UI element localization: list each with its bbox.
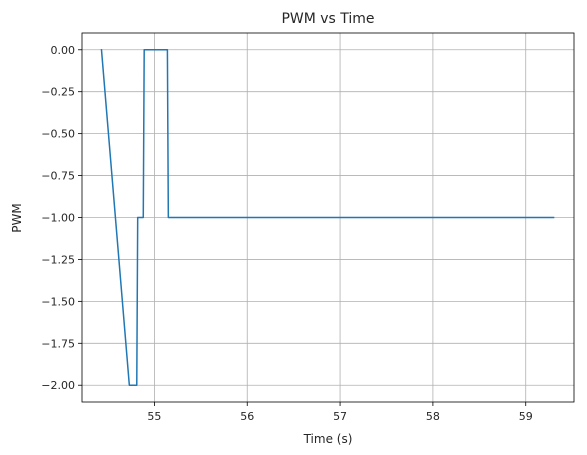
y-tick-label-0: 0.00	[51, 44, 76, 57]
plot-area: 55 56 57 58 59 0.00 −0.25 −0.50 −0.75 −1.00 −1.25…	[41, 32, 575, 423]
y-tick-label-7: −1.75	[41, 337, 75, 350]
x-tick-label-3: 58	[426, 410, 440, 423]
y-tick-label-3: −0.75	[41, 170, 75, 183]
x-axis-label: Time (s)	[303, 432, 353, 446]
x-ticks: 55 56 57 58 59	[147, 402, 533, 423]
x-tick-label-0: 55	[147, 410, 161, 423]
y-tick-label-4: −1.00	[41, 212, 75, 225]
x-tick-label-4: 59	[519, 410, 533, 423]
x-tick-label-1: 56	[240, 410, 254, 423]
y-tick-label-6: −1.50	[41, 295, 75, 308]
chart-title: PWM vs Time	[281, 11, 374, 27]
y-tick-label-8: −2.00	[41, 379, 75, 392]
x-tick-label-2: 57	[333, 410, 347, 423]
series-group	[100, 48, 555, 386]
y-tick-label-2: −0.50	[41, 128, 75, 141]
y-axis-label: PWM	[10, 203, 24, 232]
y-ticks: 0.00 −0.25 −0.50 −0.75 −1.00 −1.25 −1.50 −1.75 −…	[41, 44, 82, 392]
y-tick-label-1: −0.25	[41, 86, 75, 99]
series-line-0	[100, 48, 555, 386]
y-tick-label-5: −1.25	[41, 253, 75, 266]
